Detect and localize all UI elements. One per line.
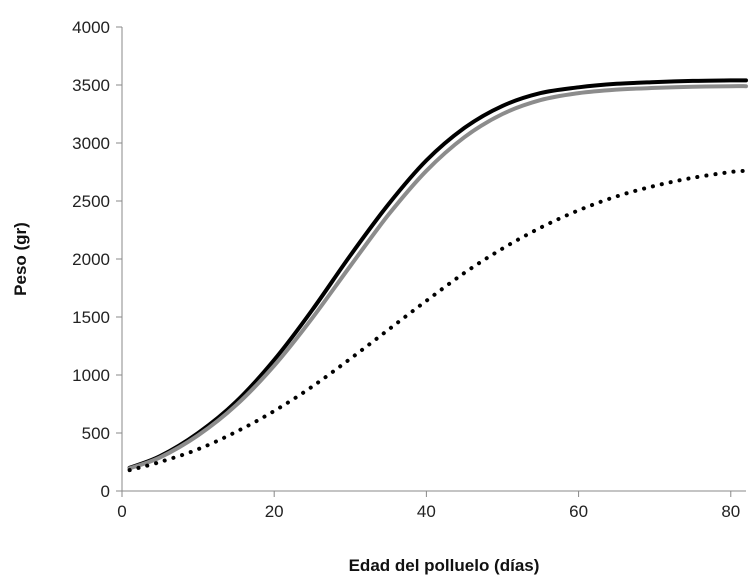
x-axis-title: Edad del polluelo (días): [349, 556, 540, 575]
x-tick-label: 60: [569, 502, 588, 521]
y-tick-label: 1500: [72, 308, 110, 327]
x-tick-label: 40: [417, 502, 436, 521]
x-tick-label: 20: [265, 502, 284, 521]
x-tick-label: 80: [721, 502, 740, 521]
y-tick-label: 3500: [72, 76, 110, 95]
x-tick-label: 0: [117, 502, 126, 521]
series-line-3: [127, 168, 748, 473]
y-tick-label: 2500: [72, 192, 110, 211]
y-tick-label: 4000: [72, 18, 110, 37]
y-axis-title: Peso (gr): [11, 222, 30, 296]
series-lines: [127, 78, 748, 473]
series-line-2: [127, 84, 748, 471]
y-tick-label: 0: [101, 482, 110, 501]
y-tick-label: 1000: [72, 366, 110, 385]
y-tick-label: 3000: [72, 134, 110, 153]
ticks: 0 500 1000 1500 2000 2500 3000 3500 4000 0 20 40 60 8…: [72, 18, 740, 521]
series-line-1: [127, 78, 748, 470]
y-tick-label: 2000: [72, 250, 110, 269]
y-tick-label: 500: [82, 424, 110, 443]
